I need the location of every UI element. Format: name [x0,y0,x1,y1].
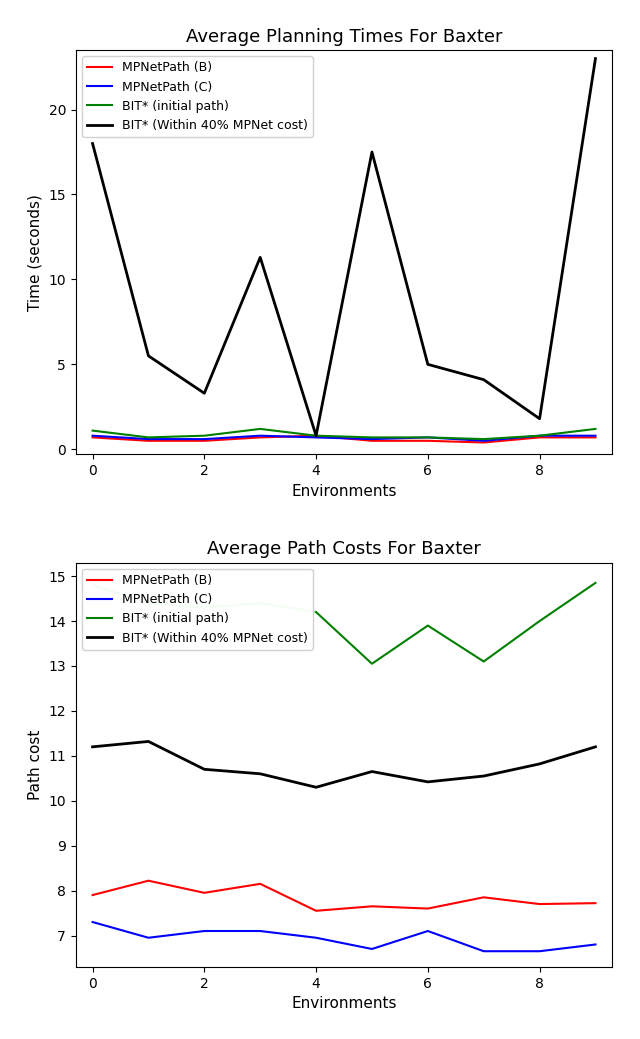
Legend: MPNetPath (B), MPNetPath (C), BIT* (initial path), BIT* (Within 40% MPNet cost): MPNetPath (B), MPNetPath (C), BIT* (init… [82,569,313,649]
Y-axis label: Path cost: Path cost [28,729,43,800]
Legend: MPNetPath (B), MPNetPath (C), BIT* (initial path), BIT* (Within 40% MPNet cost): MPNetPath (B), MPNetPath (C), BIT* (init… [82,56,313,137]
Title: Average Planning Times For Baxter: Average Planning Times For Baxter [186,28,502,46]
Y-axis label: Time (seconds): Time (seconds) [28,194,43,311]
X-axis label: Environments: Environments [291,484,397,499]
X-axis label: Environments: Environments [291,996,397,1011]
Title: Average Path Costs For Baxter: Average Path Costs For Baxter [207,540,481,558]
